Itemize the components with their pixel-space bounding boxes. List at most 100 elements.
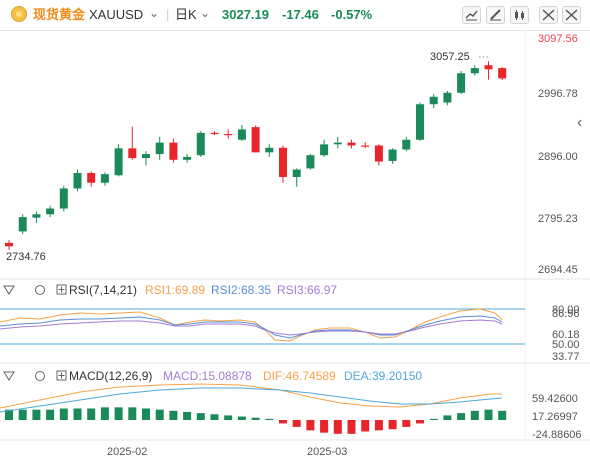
candle-body[interactable] — [142, 154, 150, 159]
symbol-selector[interactable]: XAUUSD — [89, 7, 144, 22]
candle-body[interactable] — [210, 132, 219, 135]
settings-icon[interactable] — [35, 285, 45, 295]
candle-body[interactable] — [251, 127, 260, 153]
high-price-leader: ··· — [478, 51, 489, 63]
rsi-title[interactable]: RSI(7,14,21) — [69, 283, 137, 297]
collapse-arrow-icon[interactable]: ‹ — [577, 114, 582, 131]
candle-body[interactable] — [32, 214, 41, 218]
add-icon[interactable] — [56, 284, 67, 295]
candle-body[interactable] — [484, 65, 493, 70]
candle-body[interactable] — [333, 142, 342, 145]
candle-body[interactable] — [470, 68, 479, 74]
candle-body[interactable] — [196, 132, 205, 156]
pen-button[interactable] — [486, 6, 505, 24]
candle-body[interactable] — [5, 242, 13, 247]
candle-body[interactable] — [73, 172, 82, 189]
candle-body[interactable] — [237, 129, 246, 140]
candle-body[interactable] — [87, 172, 96, 183]
macd-bar — [196, 413, 205, 420]
pen-icon — [490, 9, 501, 21]
candles-icon — [515, 10, 524, 20]
candle-body[interactable] — [374, 145, 383, 162]
macd-bar — [73, 408, 82, 420]
settings-icon[interactable] — [35, 371, 45, 381]
rsi-level-label: 50.00 — [552, 339, 580, 351]
candle-body[interactable] — [292, 169, 301, 177]
dif-line — [0, 383, 502, 409]
trend-line-icon — [465, 10, 478, 21]
dea-value: DEA:39.20150 — [344, 369, 422, 383]
instrument-name[interactable]: 现货黄金 — [33, 7, 86, 22]
rsi3-line — [0, 319, 503, 336]
trend-line-button[interactable] — [462, 6, 481, 24]
candle-body[interactable] — [347, 142, 356, 146]
candle-body[interactable] — [279, 147, 287, 177]
candle-body[interactable] — [429, 96, 438, 105]
candle-body[interactable] — [320, 144, 329, 156]
candle-body[interactable] — [361, 145, 370, 147]
chevron-down-icon[interactable]: ⌄ — [149, 6, 160, 20]
indicator-button[interactable] — [510, 6, 529, 24]
low-price-label: 2734.76 — [6, 251, 46, 263]
candle-body[interactable] — [46, 208, 55, 215]
candle-body[interactable] — [183, 156, 192, 160]
candle-body[interactable] — [416, 104, 424, 140]
candle-body[interactable] — [114, 148, 123, 176]
macd-bar — [32, 409, 41, 420]
macd-bar — [374, 420, 383, 431]
x-tick-label: 2025-02 — [107, 446, 147, 458]
eye-icon[interactable] — [3, 371, 15, 381]
candle-body[interactable] — [169, 142, 178, 160]
macd-bar — [114, 407, 123, 420]
macd-bar — [484, 409, 493, 420]
macd-bar — [320, 420, 329, 433]
candle-body[interactable] — [59, 188, 68, 209]
candles[interactable] — [5, 61, 507, 250]
candle-body[interactable] — [224, 134, 233, 136]
macd-bar — [470, 410, 479, 420]
macd-bar — [59, 408, 68, 420]
rsi1-line — [0, 308, 503, 342]
macd-bar — [402, 420, 411, 427]
macd-bar — [361, 420, 370, 432]
fullscreen-icon — [542, 9, 555, 21]
macd-bar — [498, 410, 507, 420]
y-tick-label: 2795.23 — [538, 213, 578, 225]
macd-bar — [87, 408, 96, 420]
rsi-level-label: 33.77 — [552, 351, 580, 363]
rsi-level-label: 86.96 — [552, 308, 580, 320]
macd-bar — [416, 420, 424, 424]
candle-body[interactable] — [265, 147, 274, 153]
candle-body[interactable] — [457, 73, 466, 93]
macd-bar — [183, 411, 192, 420]
macd-bar — [169, 410, 178, 420]
chart-area[interactable]: 3057.25 ··· 2734.76 3097.56 2996.78 2896… — [0, 30, 590, 464]
settings-button[interactable] — [562, 6, 581, 24]
candle-body[interactable] — [128, 148, 137, 159]
add-icon[interactable] — [56, 370, 67, 381]
rsi-level-label: 60.18 — [552, 329, 580, 341]
eye-icon[interactable] — [3, 285, 15, 295]
divider: | — [166, 7, 170, 22]
macd-level-label: 17.26997 — [532, 411, 578, 423]
macd-title[interactable]: MACD(12,26,9) — [69, 369, 152, 383]
macd-bar — [224, 415, 233, 420]
candle-body[interactable] — [402, 139, 411, 150]
macd-bar — [237, 416, 246, 420]
candle-body[interactable] — [388, 149, 397, 161]
candle-body[interactable] — [443, 92, 452, 103]
fullscreen-button[interactable] — [539, 6, 558, 24]
macd-bar — [18, 409, 27, 420]
macd-bar — [388, 420, 397, 430]
period-selector[interactable]: 日K — [175, 7, 197, 22]
price-change-percent: -0.57% — [331, 7, 373, 22]
candle-body[interactable] — [306, 155, 315, 169]
candle-body[interactable] — [498, 68, 507, 79]
candle-body[interactable] — [100, 174, 109, 183]
candle-body[interactable] — [155, 142, 164, 155]
macd-level-label: -24.88606 — [532, 429, 582, 441]
chevron-down-icon[interactable]: ⌄ — [200, 6, 211, 20]
macd-bar — [265, 418, 274, 420]
candle-body[interactable] — [18, 217, 27, 232]
macd-bar — [210, 414, 219, 420]
